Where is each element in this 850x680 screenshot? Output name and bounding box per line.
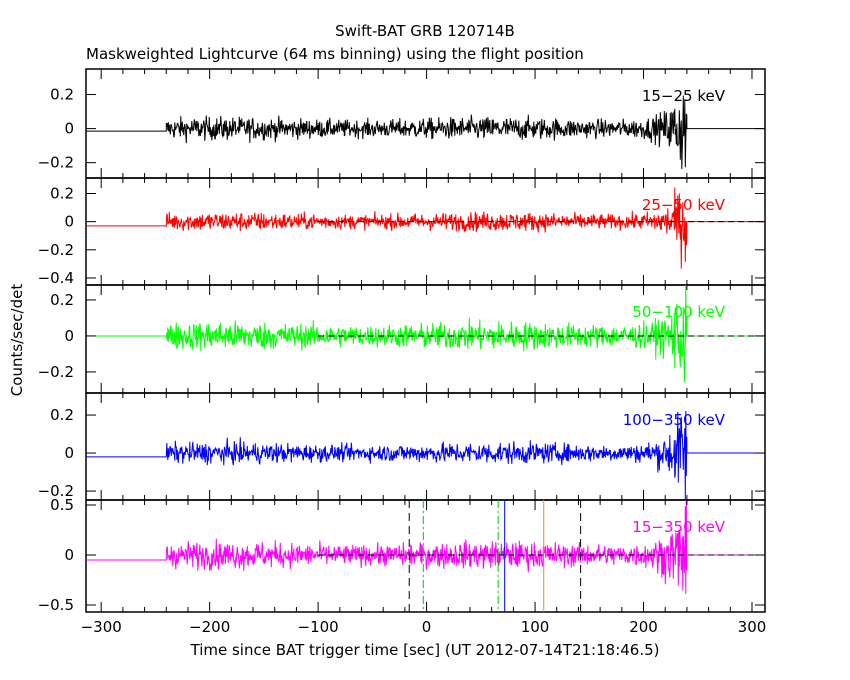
x-tick-label: 200	[629, 618, 658, 636]
panel-frame	[85, 177, 766, 286]
x-tick-label: 0	[422, 618, 432, 636]
y-tick-label: −0.5	[38, 596, 74, 614]
panel-1: 0.2 0 −0.2 15−25 keV	[38, 68, 766, 179]
y-tick-label: 0	[64, 546, 74, 564]
y-tick-label: 0.2	[50, 406, 74, 424]
y-tick-label: 0	[64, 120, 74, 138]
y-tick-label: −0.2	[38, 241, 74, 259]
panel-5: 0.5 0 −0.5 15−350 keV −300 −200 −100 0 100 200 300	[38, 496, 767, 636]
lightcurve-series	[86, 410, 765, 501]
panel-4: 0.2 0 −0.2 100−350 keV	[38, 392, 766, 501]
chart-title: Swift-BAT GRB 120714B	[335, 22, 515, 40]
lightcurve-series	[86, 499, 765, 594]
panel-2: 0.2 0 −0.2 −0.4 25−50 keV	[38, 177, 766, 287]
panel-3: 0.2 0 −0.2 50−100 keV	[38, 284, 766, 394]
y-tick-label: −0.2	[38, 154, 74, 172]
band-label: 15−25 keV	[642, 87, 726, 105]
y-axis-label: Counts/sec/det	[8, 284, 26, 397]
panel-frame	[85, 392, 766, 501]
x-tick-label: 300	[738, 618, 767, 636]
lightcurve-series	[86, 95, 765, 170]
y-tick-label: 0.5	[50, 496, 74, 514]
chart-subtitle: Maskweighted Lightcurve (64 ms binning) …	[86, 45, 584, 63]
y-tick-label: 0.2	[50, 184, 74, 202]
y-tick-label: 0	[64, 444, 74, 462]
x-axis-label: Time since BAT trigger time [sec] (UT 20…	[190, 641, 660, 659]
x-tick-label: −100	[298, 618, 339, 636]
band-label: 15−350 keV	[632, 518, 725, 536]
y-tick-label: −0.2	[38, 482, 74, 500]
y-tick-label: −0.2	[38, 363, 74, 381]
panel-frame	[85, 68, 766, 179]
y-tick-label: 0	[64, 327, 74, 345]
x-tick-label: −200	[189, 618, 230, 636]
x-tick-label: 100	[521, 618, 550, 636]
x-tick-label: −300	[81, 618, 122, 636]
lightcurve-series	[86, 284, 765, 383]
panel-frame	[85, 499, 766, 613]
y-tick-label: 0.2	[50, 291, 74, 309]
y-tick-label: 0.2	[50, 86, 74, 104]
band-label: 100−350 keV	[623, 411, 726, 429]
y-tick-label: −0.4	[38, 269, 74, 287]
band-label: 25−50 keV	[642, 196, 726, 214]
band-label: 50−100 keV	[632, 303, 725, 321]
y-tick-label: 0	[64, 213, 74, 231]
lightcurve-series	[86, 187, 765, 269]
